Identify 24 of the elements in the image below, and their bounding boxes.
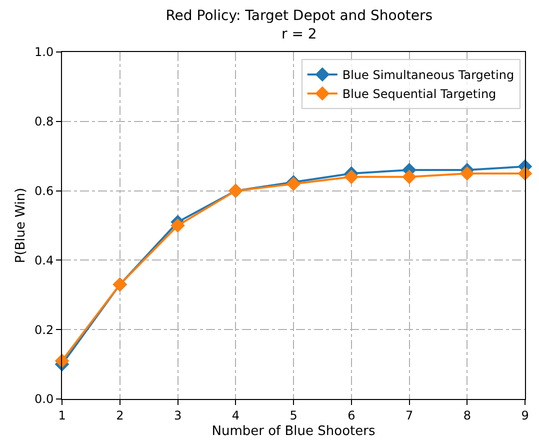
legend-label: Blue Sequential Targeting: [342, 87, 496, 102]
y-tick-label: 0.0: [34, 392, 54, 406]
x-tick-label: 7: [405, 408, 414, 422]
y-axis-title: P(Blue Win): [13, 188, 28, 264]
x-axis-title: Number of Blue Shooters: [212, 424, 376, 439]
point: [170, 218, 185, 233]
x-tick-label: 5: [290, 408, 298, 422]
legend-label: Blue Simultaneous Targeting: [342, 68, 514, 82]
y-tick-label: 1.0: [34, 45, 54, 60]
point: [460, 166, 474, 181]
point: [344, 170, 359, 184]
x-tick-label: 8: [463, 408, 471, 422]
x-tick-label: 2: [116, 408, 124, 422]
chart-title: Red Policy: Target Depot and Shooters r = 2: [166, 8, 433, 42]
x-tick-label: 1: [58, 408, 66, 422]
y-tick-label: 0.8: [34, 114, 54, 129]
point: [402, 170, 416, 184]
x-tick-label: 4: [232, 408, 240, 422]
y-tick-label: 0.2: [34, 322, 54, 337]
x-tick-label: 6: [348, 408, 356, 422]
y-tick-label: 0.6: [34, 184, 54, 198]
x-tick-label: 3: [174, 408, 182, 422]
x-tick-label: 9: [521, 408, 529, 422]
y-tick-label: 0.4: [34, 253, 54, 268]
